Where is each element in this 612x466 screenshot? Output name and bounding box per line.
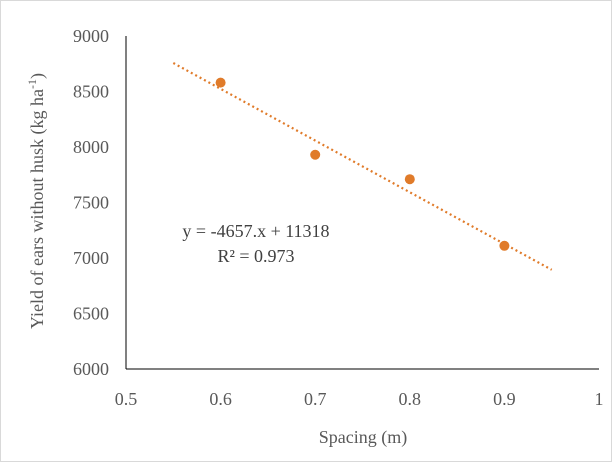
x-tick-labels: 0.5 0.6 0.7 0.8 0.9 1 xyxy=(115,389,604,409)
trendline-group xyxy=(172,62,553,271)
axes xyxy=(125,36,599,370)
x-tick-label: 0.8 xyxy=(399,389,422,409)
trendline xyxy=(172,62,553,271)
y-tick-label: 8500 xyxy=(73,82,109,102)
y-tick-labels: 6000 6500 7000 7500 8000 8500 9000 xyxy=(73,26,109,379)
y-axis-title-superscript: -1 xyxy=(25,79,39,89)
y-tick-label: 7500 xyxy=(73,193,109,213)
trendline-equation: y = -4657.x + 11318 xyxy=(182,221,329,241)
x-tick-label: 0.7 xyxy=(304,389,327,409)
data-points xyxy=(215,77,510,251)
y-axis-title: Yield of ears without husk (kg ha-1) xyxy=(25,73,48,329)
data-point xyxy=(499,240,510,251)
data-point xyxy=(215,77,226,88)
y-tick-label: 8000 xyxy=(73,137,109,157)
trendline-r2: R² = 0.973 xyxy=(217,246,294,266)
y-tick-label: 9000 xyxy=(73,26,109,46)
y-tick-label: 6500 xyxy=(73,304,109,324)
x-tick-label: 1 xyxy=(595,389,604,409)
y-tick-label: 6000 xyxy=(73,359,109,379)
y-axis-title-main: Yield of ears without husk (kg ha xyxy=(27,89,48,329)
x-axis-title: Spacing (m) xyxy=(319,427,407,448)
data-point xyxy=(404,174,415,185)
y-tick-label: 7000 xyxy=(73,248,109,268)
x-tick-label: 0.9 xyxy=(493,389,516,409)
data-point xyxy=(310,149,321,160)
y-axis-title-close: ) xyxy=(27,73,48,79)
x-tick-label: 0.5 xyxy=(115,389,138,409)
x-tick-label: 0.6 xyxy=(209,389,232,409)
